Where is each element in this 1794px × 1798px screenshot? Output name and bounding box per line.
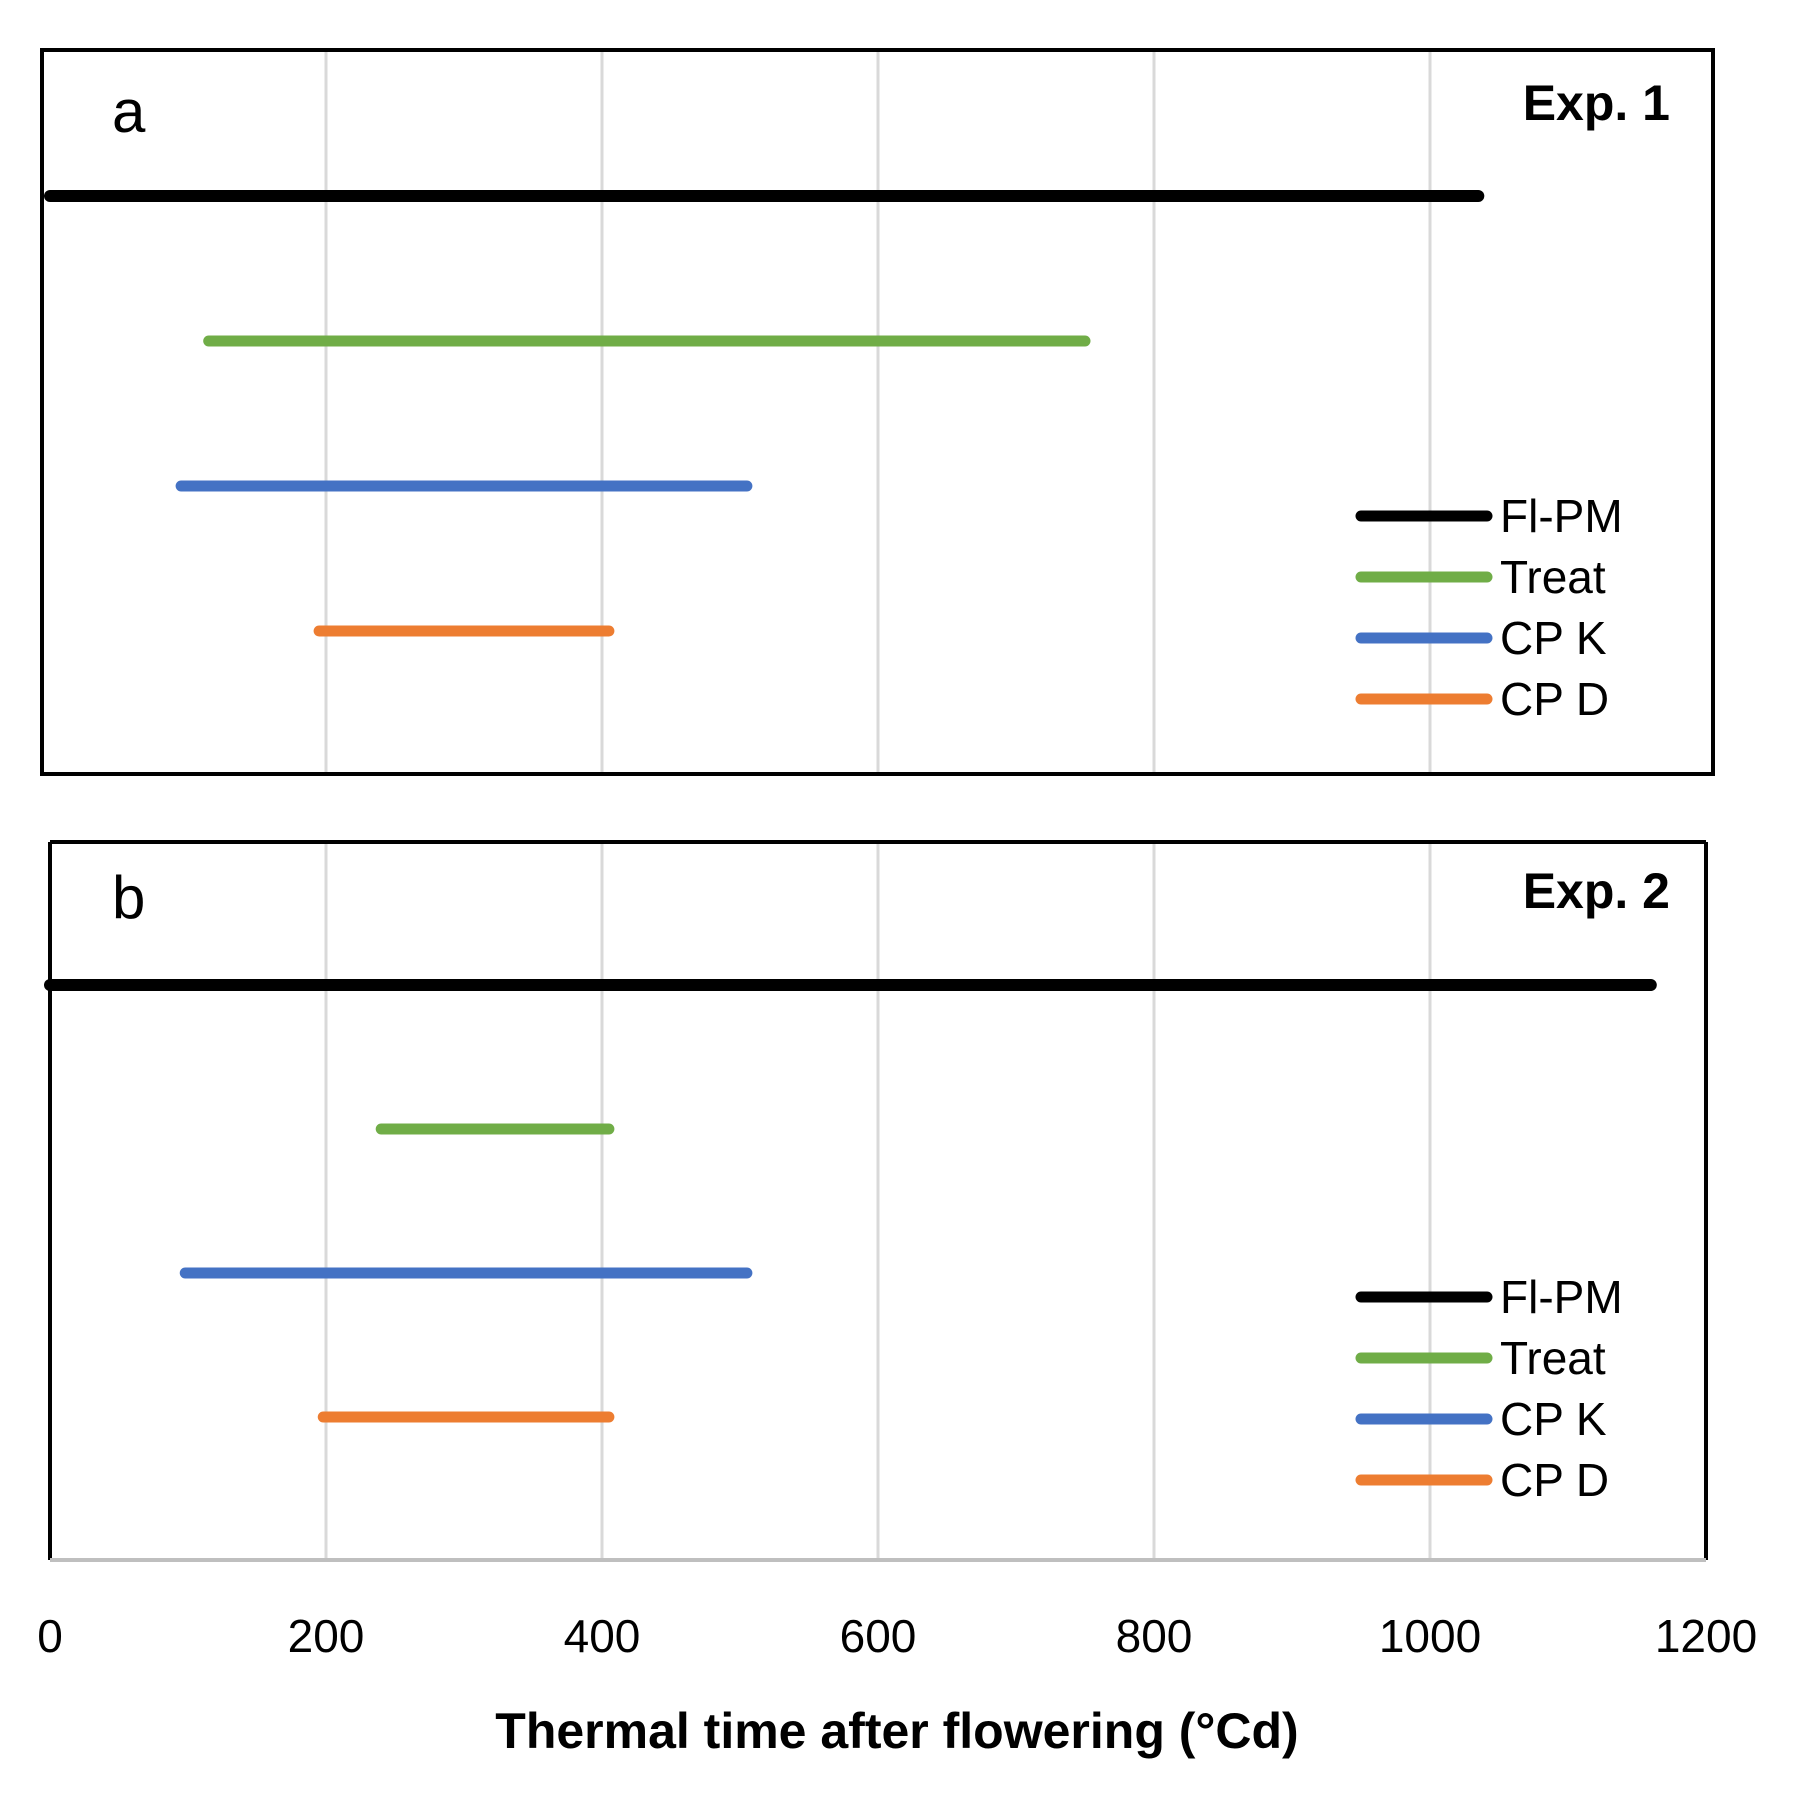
panel-b: b Exp. 2 Fl-PM Treat CP K CP D	[44, 840, 1708, 1562]
x-tick-label: 1000	[1379, 1610, 1481, 1662]
x-tick-label: 200	[288, 1610, 365, 1662]
legend-label: Fl-PM	[1500, 1271, 1623, 1323]
legend-label: CP K	[1500, 1393, 1607, 1445]
legend-label: Treat	[1500, 1332, 1606, 1384]
legend-label: Fl-PM	[1500, 490, 1623, 542]
legend-label: CP D	[1500, 673, 1609, 725]
panel-title: Exp. 2	[1523, 863, 1670, 919]
panel-a: a Exp. 1 Fl-PM Treat CP K CP D	[40, 48, 1715, 776]
x-tick-label: 0	[37, 1610, 63, 1662]
x-axis: 0 200 400 600 800 1000 1200	[37, 1610, 1757, 1662]
legend-label: CP K	[1500, 612, 1607, 664]
panel-letter: a	[112, 78, 146, 145]
x-tick-label: 600	[840, 1610, 917, 1662]
panel-title: Exp. 1	[1523, 75, 1670, 131]
legend-label: CP D	[1500, 1454, 1609, 1506]
x-tick-label: 1200	[1655, 1610, 1757, 1662]
x-axis-title: Thermal time after flowering (°Cd)	[495, 1703, 1298, 1759]
x-tick-label: 400	[564, 1610, 641, 1662]
panel-frame	[40, 48, 1715, 776]
legend: Fl-PM Treat CP K CP D	[1355, 1271, 1623, 1506]
legend: Fl-PM Treat CP K CP D	[1355, 490, 1623, 725]
x-tick-label: 800	[1116, 1610, 1193, 1662]
legend-label: Treat	[1500, 551, 1606, 603]
panels: a Exp. 1 Fl-PM Treat CP K CP D b Exp. 2 Fl-PM Tre…	[40, 48, 1715, 1562]
panel-letter: b	[112, 864, 145, 931]
